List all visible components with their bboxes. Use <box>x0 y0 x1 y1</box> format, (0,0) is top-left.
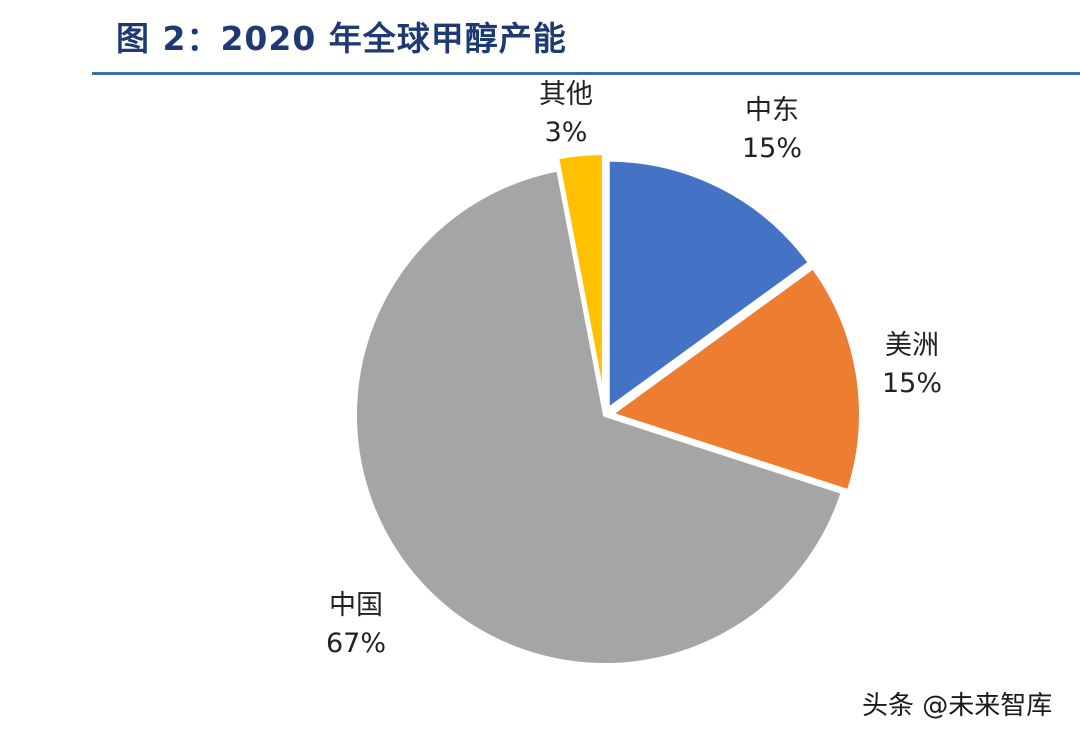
slice-value-2: 15% <box>882 368 942 399</box>
slice-value-4: 3% <box>545 117 588 148</box>
slice-value-1: 15% <box>742 133 802 164</box>
slice-label-3: 中国 <box>329 590 383 621</box>
watermark: 头条 @未来智库 <box>862 691 1053 721</box>
title-divider <box>92 72 1080 75</box>
pie-slice-2 <box>608 265 863 494</box>
slice-label-2: 美洲 <box>885 330 939 361</box>
slice-label-1: 中东 <box>745 95 799 126</box>
pie-slice-1 <box>605 157 812 412</box>
chart-title: 图 2：2020 年全球甲醇产能 <box>116 19 567 58</box>
slice-label-4: 其他 <box>539 79 593 110</box>
pie-slice-3 <box>353 167 845 667</box>
pie-slice-4 <box>555 151 606 406</box>
slice-value-3: 67% <box>326 628 386 659</box>
